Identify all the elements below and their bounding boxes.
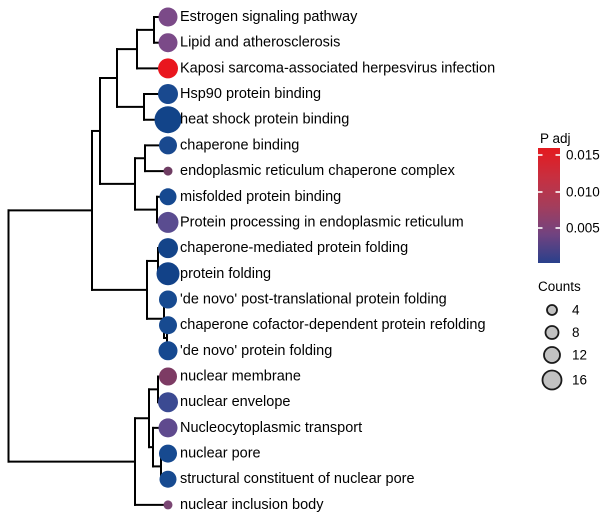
term-dot — [163, 166, 173, 176]
counts-legend-title: Counts — [538, 279, 581, 294]
term-dot — [156, 262, 180, 286]
padj-tick-label: 0.015 — [566, 148, 600, 163]
term-dots — [154, 7, 182, 510]
counts-legend-circle — [544, 325, 560, 340]
term-label: chaperone cofactor-dependent protein ref… — [180, 317, 486, 333]
term-label: Protein processing in endoplasmic reticu… — [180, 214, 464, 230]
term-dot — [159, 136, 177, 155]
term-dot — [159, 367, 177, 386]
padj-tick-label: 0.010 — [566, 185, 600, 200]
term-dot — [159, 470, 177, 488]
term-dot — [159, 316, 177, 335]
term-label: structural constituent of nuclear pore — [180, 471, 415, 487]
counts-legend-label: 4 — [572, 303, 580, 318]
term-label: misfolded protein binding — [180, 189, 341, 205]
term-label: Nucleocytoplasmic transport — [180, 420, 362, 436]
term-dot — [159, 290, 177, 309]
term-dot — [163, 500, 173, 510]
counts-legend-circle — [546, 304, 558, 316]
term-dot — [154, 106, 182, 134]
dendrogram-edges — [7, 16, 169, 506]
term-label: 'de novo' post-translational protein fol… — [180, 292, 447, 308]
term-dot — [157, 211, 179, 233]
term-labels: Estrogen signaling pathway Lipid and athe… — [180, 9, 495, 513]
counts-legend-label: 8 — [572, 325, 580, 340]
term-dot — [158, 341, 178, 361]
term-dot — [158, 392, 178, 413]
term-label: 'de novo' protein folding — [180, 343, 332, 359]
term-label: chaperone binding — [180, 137, 299, 153]
term-dot — [158, 238, 178, 259]
term-dot — [158, 58, 178, 79]
term-label: Lipid and atherosclerosis — [180, 35, 340, 51]
term-dot — [158, 33, 178, 53]
term-label: protein folding — [180, 266, 271, 282]
padj-legend-title: P adj — [540, 131, 571, 146]
term-label: nuclear membrane — [180, 369, 301, 385]
counts-legend-label: 12 — [572, 348, 587, 363]
counts-legend-circle — [541, 369, 563, 391]
counts-legend-label: 16 — [572, 373, 587, 388]
padj-colorbar — [538, 148, 560, 263]
term-label: Hsp90 protein binding — [180, 86, 321, 102]
term-label: nuclear inclusion body — [180, 497, 324, 513]
padj-tick-label: 0.005 — [566, 221, 600, 236]
term-dot — [158, 84, 178, 104]
term-dot — [159, 188, 177, 206]
term-dot — [159, 444, 177, 463]
term-label: Estrogen signaling pathway — [180, 9, 358, 25]
term-label: nuclear pore — [180, 446, 261, 462]
term-label: Kaposi sarcoma-associated herpesvirus in… — [180, 60, 495, 76]
term-label: nuclear envelope — [180, 394, 290, 410]
term-label: chaperone-mediated protein folding — [180, 240, 408, 256]
term-dot — [158, 418, 178, 438]
term-label: endoplasmic reticulum chaperone complex — [180, 163, 456, 179]
counts-legend-circle — [543, 346, 561, 364]
term-label: heat shock protein binding — [180, 112, 349, 128]
term-dot — [158, 7, 178, 27]
